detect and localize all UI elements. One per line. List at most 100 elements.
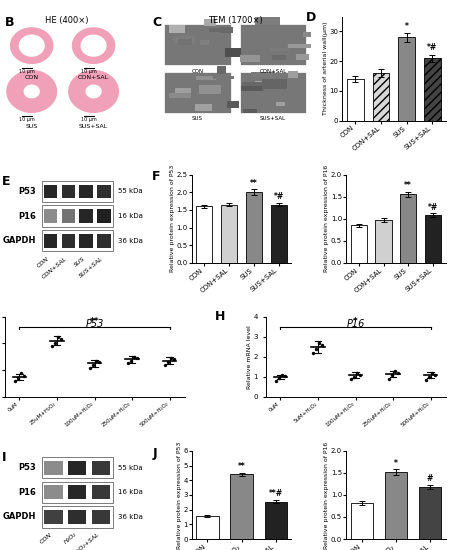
Text: *: * bbox=[353, 317, 358, 326]
Point bbox=[279, 371, 286, 380]
Bar bbox=[45, 461, 63, 475]
Bar bbox=[272, 54, 286, 60]
Text: 16 kDa: 16 kDa bbox=[118, 213, 143, 219]
Text: B: B bbox=[4, 16, 14, 30]
Bar bbox=[221, 205, 237, 263]
Y-axis label: Relative mRNA level: Relative mRNA level bbox=[247, 325, 252, 389]
Bar bbox=[256, 17, 280, 25]
Text: GAPDH: GAPDH bbox=[3, 513, 36, 521]
Text: *#: *# bbox=[428, 43, 437, 52]
Bar bbox=[41, 507, 113, 527]
Text: HE (400×): HE (400×) bbox=[45, 16, 88, 25]
Bar bbox=[270, 45, 289, 51]
Point bbox=[133, 354, 140, 362]
Bar bbox=[164, 24, 231, 65]
Bar bbox=[241, 86, 261, 91]
Text: P53: P53 bbox=[86, 319, 104, 329]
Bar bbox=[79, 209, 93, 223]
Bar bbox=[242, 82, 264, 91]
Bar bbox=[92, 461, 110, 475]
Y-axis label: Relative protein expression of P53: Relative protein expression of P53 bbox=[170, 165, 175, 272]
Bar bbox=[240, 24, 306, 65]
Bar bbox=[44, 234, 57, 248]
Bar bbox=[265, 502, 287, 539]
Bar bbox=[243, 109, 257, 113]
Text: 36 kDa: 36 kDa bbox=[118, 514, 143, 520]
Bar bbox=[296, 54, 309, 60]
Bar bbox=[209, 29, 224, 32]
Bar bbox=[41, 206, 113, 227]
Bar bbox=[268, 41, 287, 48]
Bar bbox=[251, 73, 275, 77]
Text: J: J bbox=[152, 447, 157, 459]
Bar bbox=[200, 40, 209, 45]
Bar bbox=[97, 234, 111, 248]
Text: **: ** bbox=[250, 179, 258, 188]
Text: TEM (1700×): TEM (1700×) bbox=[208, 16, 263, 25]
Bar bbox=[351, 503, 373, 539]
Point bbox=[58, 335, 65, 344]
Text: SUS+SAL: SUS+SAL bbox=[78, 256, 104, 278]
Text: I: I bbox=[2, 451, 6, 464]
Text: P53: P53 bbox=[18, 463, 36, 472]
Bar bbox=[199, 85, 220, 94]
Polygon shape bbox=[69, 70, 118, 112]
Bar bbox=[288, 44, 312, 48]
Text: **: ** bbox=[238, 462, 245, 471]
Point bbox=[55, 332, 62, 341]
Y-axis label: Relative protein expression of P53: Relative protein expression of P53 bbox=[177, 441, 182, 549]
Text: 55 kDa: 55 kDa bbox=[118, 189, 143, 194]
Bar bbox=[398, 37, 415, 120]
Point bbox=[11, 376, 18, 385]
Point bbox=[95, 358, 103, 366]
Bar bbox=[347, 79, 364, 120]
Text: 10 μm: 10 μm bbox=[19, 69, 35, 74]
Point bbox=[92, 356, 99, 365]
Point bbox=[425, 372, 432, 381]
Point bbox=[423, 376, 430, 384]
Text: 10 μm: 10 μm bbox=[81, 118, 96, 123]
Bar bbox=[169, 25, 185, 33]
Polygon shape bbox=[11, 28, 53, 63]
Y-axis label: Thickness of arterial wall(μm): Thickness of arterial wall(μm) bbox=[323, 22, 328, 115]
Point bbox=[313, 344, 320, 353]
Text: CON: CON bbox=[40, 532, 54, 544]
Bar bbox=[204, 19, 216, 26]
Bar bbox=[44, 209, 57, 223]
Text: *: * bbox=[394, 459, 398, 468]
Bar bbox=[62, 184, 75, 198]
Point bbox=[164, 358, 171, 366]
Point bbox=[14, 374, 22, 383]
Point bbox=[310, 348, 317, 357]
Text: SUS: SUS bbox=[73, 256, 86, 268]
Bar bbox=[45, 510, 63, 524]
Text: P16: P16 bbox=[18, 212, 36, 221]
Text: CON: CON bbox=[191, 69, 203, 74]
Bar bbox=[400, 195, 416, 263]
Point bbox=[127, 356, 134, 365]
Point bbox=[171, 355, 178, 364]
Y-axis label: Relative protein expression of P16: Relative protein expression of P16 bbox=[324, 441, 329, 548]
Bar bbox=[197, 516, 219, 539]
Bar bbox=[351, 226, 367, 263]
Bar bbox=[385, 472, 407, 539]
Point bbox=[356, 371, 364, 380]
Bar bbox=[62, 209, 75, 223]
Point bbox=[394, 368, 401, 377]
Text: GAPDH: GAPDH bbox=[3, 236, 36, 245]
Bar bbox=[419, 487, 441, 539]
Bar bbox=[213, 76, 234, 79]
Point bbox=[391, 366, 398, 375]
Text: E: E bbox=[2, 175, 10, 188]
Bar bbox=[173, 36, 194, 43]
Bar bbox=[288, 71, 298, 78]
Bar bbox=[97, 184, 111, 198]
Point bbox=[385, 375, 392, 383]
Bar bbox=[240, 55, 261, 62]
Bar bbox=[68, 510, 86, 524]
Bar bbox=[262, 79, 287, 89]
Y-axis label: Relative protein expression of P16: Relative protein expression of P16 bbox=[324, 165, 329, 272]
Text: 10 μm: 10 μm bbox=[81, 69, 96, 74]
Bar bbox=[97, 209, 111, 223]
Text: 16 kDa: 16 kDa bbox=[118, 490, 143, 496]
